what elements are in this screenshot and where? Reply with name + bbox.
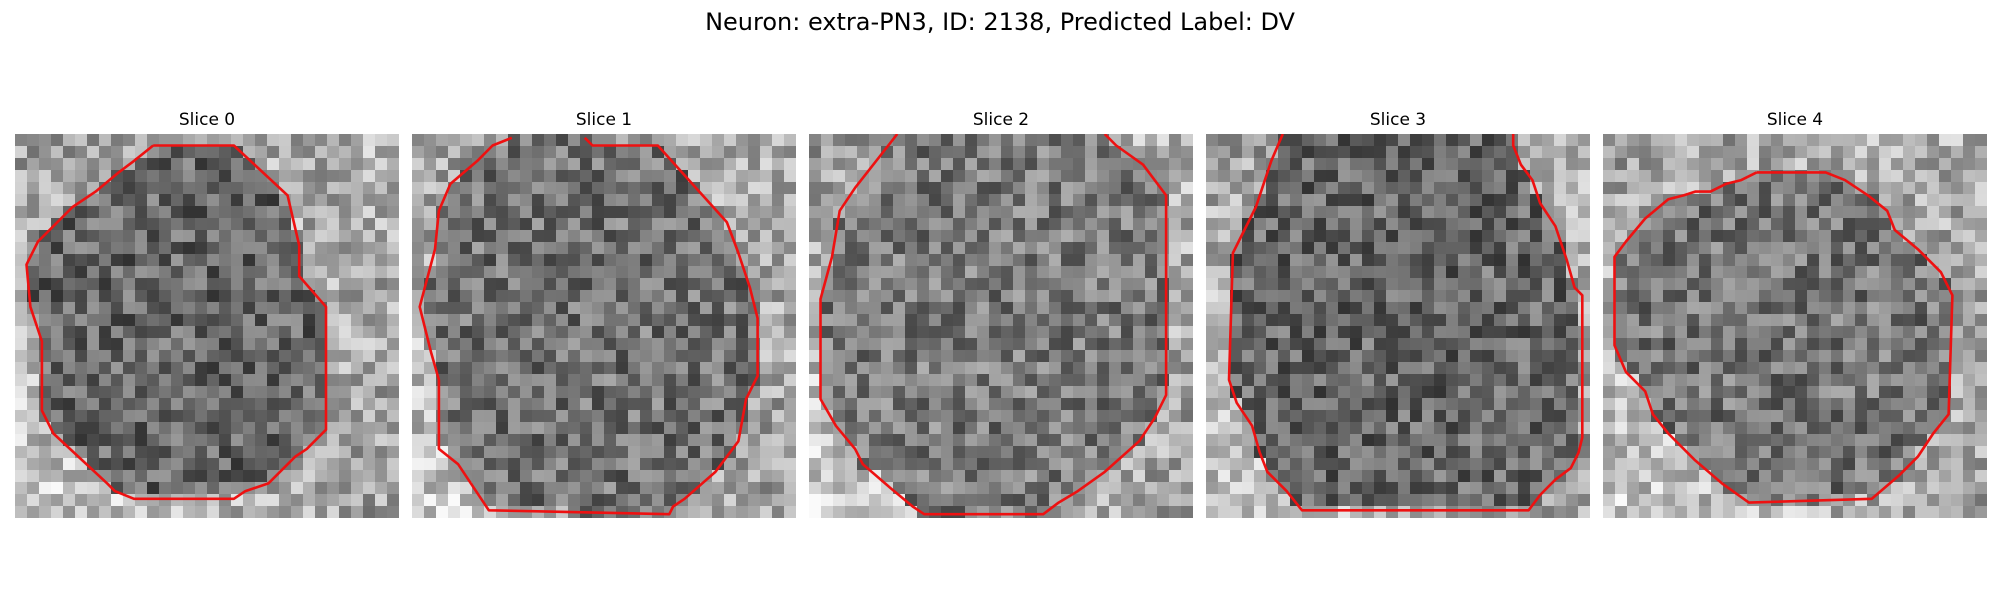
pixel-grid [412,134,796,518]
slice-panel-3: Slice 3 [1206,108,1590,518]
slice-title: Slice 3 [1369,110,1427,130]
segmentation-contour [819,134,1168,516]
slice-image [1206,134,1590,518]
slice-image [809,134,1193,518]
pixel-grid [1206,134,1590,518]
figure-title: Neuron: extra-PN3, ID: 2138, Predicted L… [705,8,1295,36]
segmentation-contour [1227,134,1584,512]
slice-title: Slice 1 [575,110,633,130]
pixel-grid [809,134,1193,518]
slice-title: Slice 2 [972,110,1030,130]
slice-panel-0: Slice 0 [15,108,399,518]
slice-title: Slice 4 [1766,110,1824,130]
pixel-grid [15,134,399,518]
slice-panel-4: Slice 4 [1603,108,1987,518]
segmentation-contour [418,136,759,516]
slice-image [412,134,796,518]
slice-image [1603,134,1987,518]
slice-image [15,134,399,518]
slice-panel-2: Slice 2 [809,108,1193,518]
pixel-grid [1603,134,1987,518]
segmentation-contour [25,144,328,501]
slice-title: Slice 0 [178,110,236,130]
segmentation-contour [1613,171,1954,504]
slice-panel-1: Slice 1 [412,108,796,518]
